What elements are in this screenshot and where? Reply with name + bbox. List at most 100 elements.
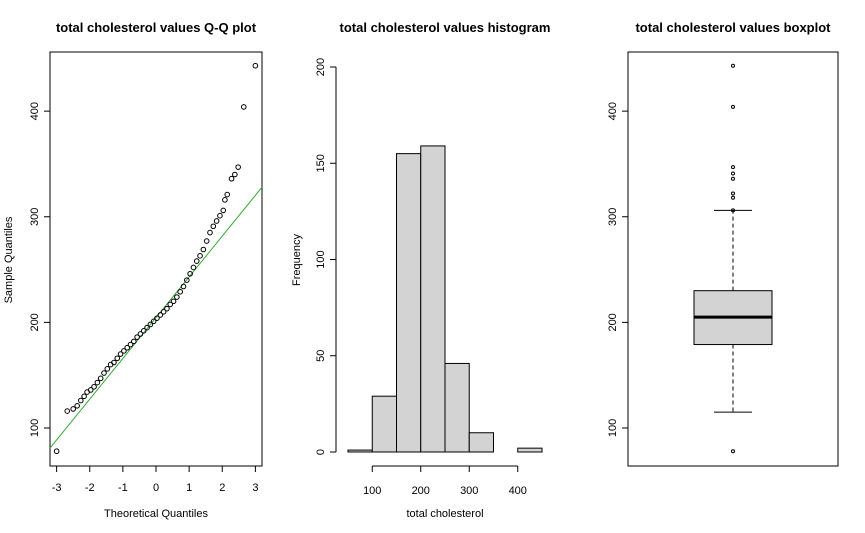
histogram-y-tick-label: 0 [315,449,327,455]
qq-x-tick-label: -2 [85,482,95,494]
boxplot-y-tick-label: 300 [607,208,619,226]
boxplot-frame [627,51,839,467]
qq-point [140,328,147,334]
qq-point [154,315,160,321]
boxplot-y-tick-label: 200 [607,313,619,331]
qq-point [187,270,193,277]
qq-point [217,212,223,219]
qq-reference-line [49,186,263,449]
qq-point [184,277,190,283]
qq-point [114,355,121,362]
qq-point [220,207,227,214]
qq-point [78,397,84,404]
qq-x-tick-label: 0 [153,482,159,494]
boxplot-outlier [731,176,735,181]
qq-point [91,383,97,390]
qq-plot-title: total cholesterol values Q-Q plot [56,20,257,35]
qq-x-tick-label: -1 [118,482,128,494]
qq-point [87,387,94,393]
qq-x-tick-label: -3 [52,482,62,494]
qq-point [222,197,228,203]
boxplot-outlier [731,63,735,68]
histogram-y-tick-label: 100 [315,250,327,268]
qq-x-tick-label: 1 [186,482,192,494]
qq-plot-panel: total cholesterol values Q-Q plot Theore… [3,20,263,520]
histogram-x-tick-label: 400 [509,485,527,497]
qq-point [74,403,80,409]
qq-point [252,62,259,69]
qq-x-tick-label: 3 [252,482,258,494]
qq-point [97,375,104,382]
histogram-bar [468,432,494,453]
boxplot-outlier [731,171,735,176]
boxplot-y-tick-label: 400 [607,102,619,120]
histogram-y-tick-label: 200 [315,58,327,76]
histogram-y-tick-label: 150 [315,154,327,172]
qq-y-tick-label: 200 [29,313,41,331]
histogram-bar [371,395,397,453]
qq-point [147,321,154,328]
qq-point [104,366,111,372]
histogram-bar [347,449,373,453]
histogram-title: total cholesterol values histogram [340,20,551,35]
qq-point [121,348,127,354]
boxplot-y-tick-label: 100 [607,419,619,437]
qq-y-tick-label: 100 [29,419,41,437]
boxplot-marks: 100 200 300 400 [607,63,773,454]
qq-point [94,379,101,386]
qq-point [64,408,71,414]
boxplot-outlier [731,165,735,170]
qq-y-tick-label: 300 [29,208,41,226]
qq-y-tick-label: 400 [29,102,41,120]
histogram-bar [517,447,543,453]
qq-point [213,218,220,224]
boxplot-outlier [731,191,735,196]
histogram-x-tick-label: 200 [412,485,430,497]
qq-plot-marks: -3 -2 -1 0 1 2 3 100 200 300 400 [29,62,263,494]
histogram-bar [396,153,422,453]
qq-point [70,406,76,412]
qq-point [53,448,60,455]
histogram-ylabel: Frequency [291,234,303,286]
histogram-x-tick-label: 100 [363,485,381,497]
qq-point [134,334,140,340]
qq-point [170,298,177,305]
qq-point [207,229,213,236]
histogram-y-tick-label: 50 [315,350,327,362]
boxplot-outlier [731,104,735,109]
qq-point [197,253,203,259]
qq-point [200,246,207,253]
boxplot-outlier [731,449,735,454]
qq-point [174,294,180,300]
qq-point [228,175,235,182]
qq-x-tick-label: 2 [219,482,225,494]
qq-point [150,318,157,325]
qq-point [131,338,137,345]
qq-point [160,309,167,315]
qq-point [235,164,241,170]
histogram-marks: 0 50 100 150 200 100 200 300 400 [315,58,543,497]
histogram-panel: total cholesterol values histogram total… [291,20,550,520]
qq-point [117,351,124,357]
qq-point [232,171,238,178]
qq-point [164,305,170,312]
qq-point [190,264,197,271]
qq-point [240,104,247,110]
qq-point [101,370,107,376]
boxplot-title: total cholesterol values boxplot [635,20,831,35]
qq-point [144,324,150,331]
histogram-bar [444,362,470,453]
qq-plot-frame [49,51,263,467]
qq-point [224,191,231,198]
qq-plot-xlabel: Theoretical Quantiles [104,508,208,520]
qq-point [137,331,144,337]
qq-point [180,283,187,290]
boxplot-panel: total cholesterol values boxplot 100 200 3… [607,20,839,467]
qq-point [81,393,87,400]
qq-plot-ylabel: Sample Quantiles [3,216,15,303]
qq-point [177,288,183,295]
boxplot-outlier [731,208,735,213]
qq-point [203,238,210,244]
boxplot-outlier [731,195,735,200]
